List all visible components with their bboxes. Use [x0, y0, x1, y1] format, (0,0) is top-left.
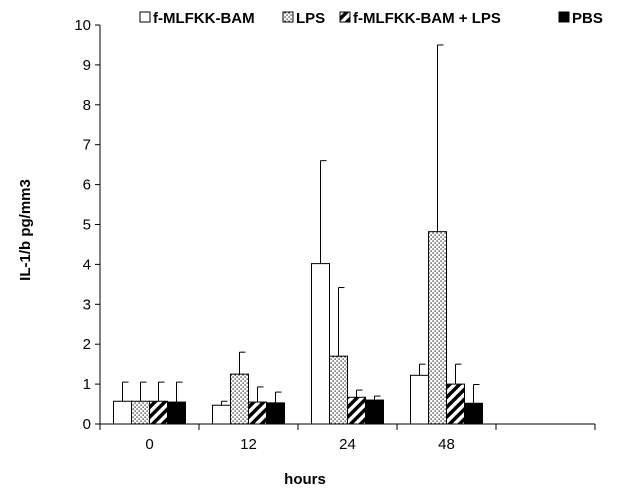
bar-4-24 — [365, 399, 384, 425]
legend: f-MLFKK-BAM LPS f-MLFKK-BAM + LPS PBS — [139, 10, 603, 27]
y-tick-label: 1 — [83, 376, 91, 393]
bar-2-48 — [428, 231, 447, 425]
x-tick-label: 48 — [438, 436, 455, 453]
error-bars — [122, 44, 480, 406]
bar-4-0 — [167, 401, 186, 425]
bar-1-12 — [212, 404, 231, 425]
bar-3-0 — [149, 400, 168, 425]
y-tick-label: 7 — [83, 137, 91, 154]
y-tick-label: 10 — [74, 17, 91, 34]
y-tick-label: 6 — [83, 177, 91, 194]
y-tick-label: 4 — [83, 256, 91, 273]
y-tick-label: 8 — [83, 97, 91, 114]
y-tick-label: 3 — [83, 296, 91, 313]
y-tick-label: 5 — [83, 217, 91, 234]
bar-2-12 — [230, 373, 249, 425]
legend-swatch-4 — [558, 11, 570, 23]
x-axis: 0 12 24 48 — [99, 423, 596, 453]
legend-item-3: f-MLFKK-BAM + LPS — [339, 10, 501, 27]
legend-label-2: LPS — [296, 10, 325, 27]
bars — [113, 231, 483, 425]
legend-swatch-1 — [139, 11, 151, 23]
bar-3-12 — [248, 401, 267, 425]
bar-1-48 — [410, 374, 429, 425]
y-axis-title: IL-1/b pg/mm3 — [17, 179, 34, 281]
legend-item-4: PBS — [558, 10, 603, 27]
bar-3-48 — [446, 383, 465, 425]
x-axis-title: hours — [284, 471, 326, 488]
y-tick-label: 0 — [83, 416, 91, 433]
y-axis: 0 1 2 3 4 5 6 7 8 9 10 — [74, 17, 101, 433]
legend-swatch-3 — [339, 11, 351, 23]
y-tick-label: 9 — [83, 57, 91, 74]
bar-3-24 — [347, 396, 366, 425]
legend-label-4: PBS — [572, 10, 603, 27]
legend-label-1: f-MLFKK-BAM — [153, 10, 255, 27]
bar-4-12 — [266, 402, 285, 425]
bar-1-24 — [311, 263, 330, 425]
x-tick-label: 12 — [240, 436, 257, 453]
legend-swatch-2 — [282, 11, 294, 23]
bar-2-0 — [131, 400, 150, 425]
bar-4-48 — [464, 402, 483, 425]
bar-2-24 — [329, 355, 348, 425]
x-tick-label: 24 — [339, 436, 356, 453]
bar-1-0 — [113, 400, 132, 425]
x-tick-label: 0 — [145, 436, 153, 453]
y-tick-label: 2 — [83, 336, 91, 353]
legend-label-3: f-MLFKK-BAM + LPS — [353, 10, 501, 27]
legend-item-1: f-MLFKK-BAM — [139, 10, 255, 27]
legend-item-2: LPS — [282, 10, 325, 27]
